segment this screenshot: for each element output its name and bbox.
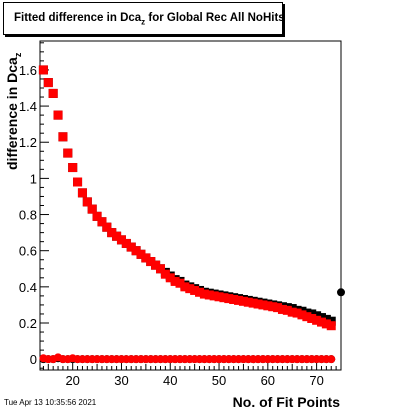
data-point-square <box>312 311 322 321</box>
data-point-square <box>258 300 268 310</box>
data-point-square <box>321 319 331 329</box>
x-tick-label: 20 <box>65 373 79 388</box>
data-point-square <box>273 303 283 313</box>
data-point-square <box>58 132 68 142</box>
data-point-square <box>253 299 263 309</box>
data-point-square <box>307 313 317 323</box>
data-point-square <box>38 65 48 75</box>
chart-title-box: Fitted difference in Dcaz for Global Rec… <box>3 2 285 35</box>
data-point-square <box>282 305 292 315</box>
data-point-square <box>180 282 190 292</box>
data-point-square <box>297 310 307 320</box>
data-point-square <box>48 88 58 98</box>
data-point-square <box>277 304 287 314</box>
data-point-square <box>316 317 326 327</box>
data-point-square <box>102 222 112 232</box>
chart-title-sub: z <box>141 17 146 27</box>
data-point-square <box>326 321 336 331</box>
data-point-square <box>248 298 258 308</box>
data-point-square <box>97 217 107 227</box>
data-point-square <box>136 249 146 259</box>
data-point-square <box>175 278 185 288</box>
data-point-square <box>312 315 322 325</box>
y-tick-label: 1 <box>30 171 37 186</box>
data-point-square <box>234 295 244 305</box>
y-tick-label: 1.2 <box>19 135 37 150</box>
data-point-square <box>224 294 234 304</box>
data-point-square <box>307 309 317 319</box>
data-point-square <box>126 242 136 252</box>
data-point-square <box>146 257 156 267</box>
data-point-square <box>321 314 331 324</box>
data-point-square <box>292 308 302 318</box>
data-point-circle <box>327 355 336 364</box>
data-point-square <box>316 313 326 323</box>
data-point-square <box>185 284 195 294</box>
data-point-square <box>160 269 170 279</box>
data-point-square <box>53 110 63 120</box>
data-point-square <box>204 290 214 300</box>
data-point-square <box>268 302 278 312</box>
x-tick-label: 70 <box>309 373 323 388</box>
data-point-square <box>116 235 126 245</box>
y-axis-label-main: difference in Dca <box>4 57 20 170</box>
chart-title-main: Fitted difference in Dca <box>14 12 142 24</box>
data-point-square <box>73 177 83 187</box>
chart-title-suffix: for Global Rec All NoHits <box>145 12 285 24</box>
y-axis-label-sub: z <box>12 52 23 58</box>
x-axis-label: No. of Fit Points <box>232 394 340 410</box>
data-point-square <box>112 231 122 241</box>
data-point-square <box>214 292 224 302</box>
data-point-square <box>302 312 312 322</box>
data-point-square <box>229 295 239 304</box>
data-point-square <box>243 297 253 307</box>
data-point-square <box>155 264 165 274</box>
data-point-square <box>131 246 141 256</box>
data-point-square <box>238 296 248 306</box>
data-point-square <box>68 163 78 173</box>
x-tick-label: 50 <box>212 373 226 388</box>
data-point-square <box>151 260 161 270</box>
data-point-square <box>121 238 131 248</box>
data-point-square <box>82 197 92 207</box>
y-tick-label: 0.8 <box>19 208 37 223</box>
data-point-square <box>107 228 117 238</box>
x-tick-label: 40 <box>163 373 177 388</box>
chart-title: Fitted difference in Dcaz for Global Rec… <box>14 12 285 26</box>
y-tick-label: 0.4 <box>19 280 37 295</box>
x-tick-label: 60 <box>261 373 275 388</box>
data-point-square <box>209 291 219 301</box>
data-point-square <box>263 301 273 311</box>
data-point-square <box>190 285 200 295</box>
data-point-square <box>63 148 73 158</box>
timestamp: Tue Apr 13 10:35:56 2021 <box>4 398 97 407</box>
y-tick-label: 0.2 <box>19 316 37 331</box>
x-tick-label: 30 <box>114 373 128 388</box>
data-point-square <box>287 307 297 317</box>
y-tick-label: 0 <box>30 352 37 367</box>
data-point-square <box>219 293 229 303</box>
data-point-square <box>326 316 336 326</box>
data-point-square <box>87 204 97 214</box>
data-point-square <box>77 188 87 198</box>
data-point-circle <box>337 288 345 297</box>
y-axis-label: difference in Dcaz <box>4 53 23 170</box>
data-point-square <box>170 276 180 286</box>
y-tick-label: 1.4 <box>19 99 37 114</box>
data-point-square <box>195 287 205 297</box>
data-point-square <box>165 273 175 283</box>
data-point-square <box>199 289 209 299</box>
y-tick-label: 0.6 <box>19 244 37 259</box>
y-tick-label: 1.6 <box>19 63 37 78</box>
data-point-square <box>141 253 151 263</box>
data-point-square <box>43 78 53 88</box>
data-point-square <box>92 211 102 221</box>
